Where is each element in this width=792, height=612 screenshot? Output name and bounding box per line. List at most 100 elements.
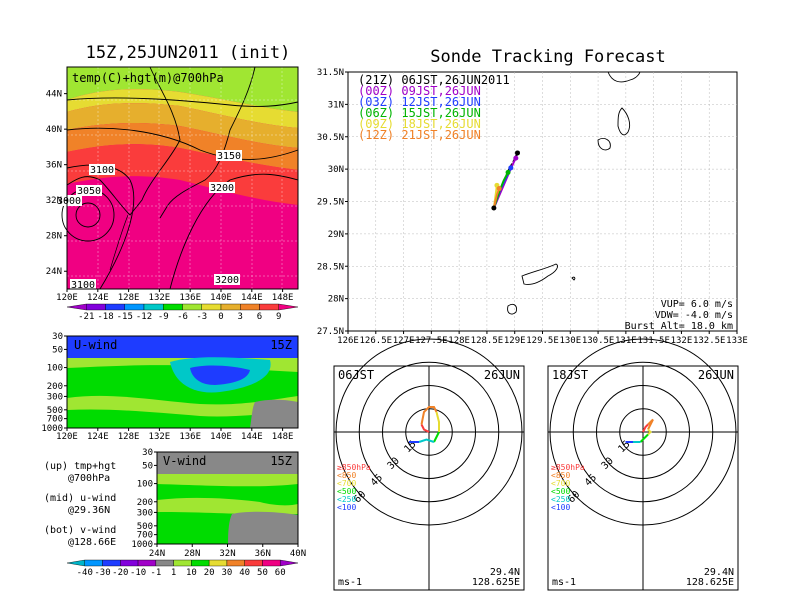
hodo-trace	[435, 411, 440, 432]
u-lon-tick-label: 144E	[241, 432, 263, 442]
wind-colorbar-swatch	[84, 559, 103, 567]
hodo-legend-entry: <100	[551, 503, 570, 512]
colorbar-swatch	[220, 303, 241, 311]
track-line	[492, 188, 501, 209]
hodo-legend-entry: <850	[337, 471, 356, 480]
coastline-asia	[66, 66, 181, 216]
colorbar-swatch	[163, 303, 183, 311]
wind-colorbar-label: 10	[186, 568, 197, 578]
hodo-legend-entry: <250	[337, 495, 356, 504]
u-lon-tick-label: 132E	[149, 432, 171, 442]
v-band-gray	[157, 452, 298, 474]
u-lon-tick-label: 128E	[118, 432, 140, 442]
lat-tick-label: 40N	[46, 125, 62, 135]
hodo-date: 26JUN	[484, 368, 520, 382]
wind-colorbar-swatch	[137, 559, 157, 567]
track-lon-tick-label: 130.5E	[582, 336, 615, 346]
wind-colorbar-label: -10	[130, 568, 146, 578]
v-band-lightgreen	[157, 474, 298, 487]
track-legend-entry: (09Z) 18JST,26JUN	[358, 117, 481, 131]
track-lat-tick-label: 30N	[328, 165, 344, 175]
map-lat-axis: 44N 40N 36N 32N 28N 24N	[46, 90, 67, 277]
panel-legend: (up) tmp+hgt @700hPa (mid) u-wind @29.36…	[44, 461, 116, 548]
hodo-trace	[420, 424, 430, 433]
v-lat-tick-label: 36N	[255, 549, 271, 559]
wind-colorbar-label: -20	[112, 568, 128, 578]
lat-tick-label: 28N	[46, 232, 62, 242]
band-green	[67, 67, 298, 112]
contour-labels: 3150 3100 3050 3000 3200 3200 3100	[56, 150, 242, 291]
wind-colorbar-swatch	[244, 559, 263, 567]
wind-colorbar-label: 60	[275, 568, 286, 578]
colorbar-label: -9	[158, 312, 169, 322]
u-lon-tick-label: 136E	[179, 432, 201, 442]
contour-label: 3150	[217, 151, 241, 162]
track-end-point	[508, 165, 514, 171]
legend-up-a: (up) tmp+hgt	[44, 461, 116, 472]
pressure-tick-label: 700	[137, 531, 153, 541]
track-lat-axis: 31.5N 31N 30.5N 30N 29.5N 29N 28.5N 28N 27.5N	[317, 68, 348, 337]
hodo-trace	[420, 406, 438, 425]
u-lon-tick-label: 124E	[87, 432, 109, 442]
island-tokunoshima	[507, 303, 517, 315]
hodo-lat: 29.4N	[704, 567, 734, 578]
info-vup: VUP= 6.0 m/s	[661, 299, 733, 310]
map-lon-axis: 120E 124E 128E 132E 136E 140E 144E 148E	[56, 289, 293, 303]
pressure-tick-label: 30	[52, 332, 63, 342]
wind-colorbar-label: 1	[171, 568, 176, 578]
colorbar-label: -3	[196, 312, 207, 322]
wind-colorbar-swatch	[155, 559, 174, 567]
track-lon-tick-label: 126E	[337, 336, 359, 346]
pressure-tick-label: 50	[142, 461, 153, 471]
pressure-tick-label: 50	[52, 345, 63, 355]
hodo-lon: 128.625E	[686, 577, 734, 588]
island-outlines	[507, 71, 641, 315]
lon-tick-label: 128E	[118, 293, 140, 303]
v-patch-gray	[228, 511, 298, 544]
pressure-tick-label: 100	[47, 364, 63, 374]
sonde-track-panel: 31.5N 31N 30.5N 30N 29.5N 29N 28.5N 28N 27.5N 12…	[317, 68, 748, 346]
wind-colorbar-label: 50	[257, 568, 268, 578]
colorbar-label: -21	[78, 312, 94, 322]
track-lines	[491, 150, 520, 211]
hodo-legend-entry: <250	[551, 495, 570, 504]
contour-label: 3200	[215, 275, 239, 286]
wind-colorbar-swatch	[191, 559, 210, 567]
u-band-blue	[67, 336, 298, 358]
hodo-date: 26JUN	[698, 368, 734, 382]
map-label: temp(C)+hgt(m)@700hPa	[72, 71, 224, 85]
v-lat-tick-label: 32N	[219, 549, 235, 559]
hodo-legend-entry: ≥850hPa	[337, 463, 371, 472]
pressure-tick-label: 300	[137, 508, 153, 518]
hodo-legend-entry: <700	[551, 479, 570, 488]
legend-mid-b: @29.36N	[68, 505, 110, 516]
wind-colorbar-swatch	[280, 559, 299, 567]
colorbar-swatch	[124, 303, 145, 311]
track-info: VUP= 6.0 m/s VDW= -4.0 m/s Burst Alt= 18…	[625, 299, 733, 332]
colorbar-swatch	[240, 303, 260, 311]
track-lon-tick-label: 128.5E	[471, 336, 504, 346]
colorbar-swatch	[182, 303, 202, 311]
contour-label: 3200	[210, 183, 234, 194]
v-lat-tick-label: 28N	[184, 549, 200, 559]
right-title: Sonde Tracking Forecast	[430, 47, 665, 67]
wind-colorbar-swatch	[66, 559, 85, 567]
pressure-tick-label: 300	[47, 392, 63, 402]
wind-colorbar-label: 40	[239, 568, 250, 578]
legend-up-b: @700hPa	[68, 473, 110, 484]
lon-tick-label: 120E	[56, 293, 78, 303]
wind-colorbar: -40 -30 -20 -10 -1 1 10 20 30 40 50 60	[66, 559, 299, 578]
map-grid	[67, 67, 298, 289]
v-band-lower	[157, 497, 298, 515]
left-title: 15Z,25JUN2011 (init)	[86, 43, 291, 63]
track-end-point	[513, 155, 519, 161]
lat-tick-label: 36N	[46, 161, 62, 171]
hodo-legend-entry: <700	[337, 479, 356, 488]
colorbar-swatch	[259, 303, 279, 311]
track-lat-tick-label: 29.5N	[317, 198, 344, 208]
colorbar-label: 0	[218, 312, 223, 322]
lat-tick-label: 24N	[46, 267, 62, 277]
